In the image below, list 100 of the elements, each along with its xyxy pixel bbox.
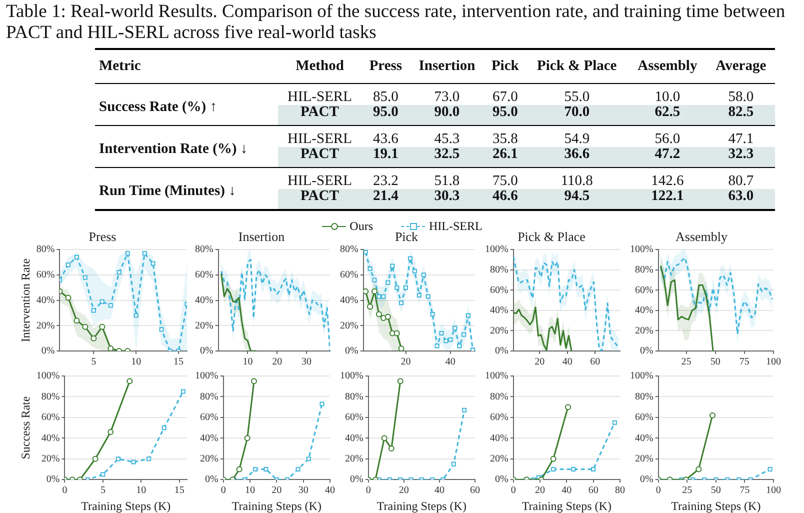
data-label: 70.0: [526, 104, 628, 126]
y-tick-label: 40%: [634, 305, 654, 316]
text: Run Time (Minutes) ↓: [95, 168, 278, 210]
x-tick-label: 0: [510, 485, 516, 496]
x-tick-label: 25: [681, 356, 692, 368]
y-tick-label: 0%: [494, 346, 508, 357]
y-tick-label: 20%: [490, 454, 508, 465]
y-tick-label: 80%: [36, 244, 55, 256]
x-tick-label: 30: [301, 356, 312, 368]
x-tick-label: 30: [298, 485, 308, 496]
x-tick-label: 5: [100, 485, 106, 496]
y-tick-label: 80%: [340, 244, 358, 256]
x-tick-label: 75: [740, 485, 750, 496]
y-tick-label: 100%: [194, 370, 218, 382]
data-label: 21.4: [362, 188, 410, 210]
y-tick-label: 20%: [200, 454, 218, 465]
x-tick-label: Insertion: [409, 49, 485, 84]
y-tick-label: 80%: [490, 391, 508, 402]
chart-title: Insertion: [238, 229, 286, 244]
y-tick-label: 0%: [640, 346, 654, 357]
y-tick-label: 40%: [194, 294, 214, 306]
y-tick-label: 0%: [640, 474, 654, 486]
x-tick-label: 10: [245, 485, 255, 496]
y-tick-label: 20%: [41, 454, 60, 465]
data-label: 55.0: [563, 88, 591, 105]
data-label: 26.1: [484, 146, 526, 168]
y-tick-label: 20%: [634, 325, 654, 336]
x-tick-label: 0: [220, 485, 226, 496]
x-tick-label: 0: [62, 485, 68, 496]
y-tick-label: HIL-SERL: [286, 88, 353, 105]
x-tick-label: 10: [136, 485, 146, 496]
data-label: 63.0: [706, 188, 775, 210]
y-axis-title: Intervention Rate: [18, 258, 32, 342]
data-label: 45.3: [433, 130, 461, 147]
x-tick-label: Pick & Place: [526, 49, 628, 84]
data-label: 95.0: [362, 104, 410, 126]
data-label: 122.1: [628, 188, 707, 210]
x-tick-label: 0: [366, 485, 371, 496]
y-tick-label: 20%: [634, 454, 654, 465]
data-label: 73.0: [433, 88, 461, 105]
y-tick-label: 40%: [344, 432, 364, 444]
data-label: 19.1: [362, 146, 410, 168]
chart-title: Table 1: Real-world Results. Comparison of the success rate, intervention rate, and training time between PACT and HIL-SERL across five real-world tasks: [6, 2, 786, 44]
x-tick-label: 25: [682, 485, 692, 496]
chart-title: Press: [88, 229, 116, 244]
x-tick-label: 80: [615, 485, 625, 496]
x-tick-label: 50: [710, 485, 721, 496]
chart-title: Pick: [394, 229, 419, 244]
y-tick-label: 80%: [634, 264, 654, 276]
y-tick-label: 60%: [41, 412, 60, 424]
chart-title: Pick & Place: [518, 229, 586, 244]
data-label: 58.0: [727, 88, 755, 105]
data-label: 95.0: [484, 104, 526, 126]
x-tick-label: 60: [470, 485, 480, 496]
legend-label: HIL-SERL: [429, 219, 482, 234]
data-label: 46.6: [484, 188, 526, 210]
y-tick-label: 20%: [194, 320, 214, 332]
x-axis-title: Training Steps (K): [81, 498, 171, 513]
chart-title: Assembly: [676, 229, 728, 244]
data-label: 54.9: [563, 130, 591, 147]
x-tick-label: 0: [656, 485, 661, 496]
x-tick-label: 20: [398, 485, 409, 496]
y-tick-label: 0%: [41, 346, 55, 357]
x-axis-title: Training Steps (K): [376, 498, 466, 513]
x-tick-label: 20: [400, 356, 411, 368]
y-tick-label: 40%: [200, 432, 218, 444]
data-label: 32.5: [409, 146, 485, 168]
y-tick-label: PACT: [278, 104, 362, 126]
y-tick-label: 100%: [36, 370, 60, 382]
data-label: 43.6: [372, 130, 400, 147]
y-tick-label: HIL-SERL: [286, 172, 353, 189]
x-tick-label: 40: [562, 485, 572, 496]
y-tick-label: 60%: [490, 412, 508, 424]
y-tick-label: 0%: [204, 474, 218, 486]
data-label: 56.0: [654, 130, 682, 147]
y-tick-label: 0%: [200, 346, 214, 357]
x-tick-label: 40: [562, 356, 572, 368]
x-tick-label: Pick: [484, 49, 526, 84]
legend-label: Ours: [350, 219, 373, 234]
x-tick-label: 20: [272, 356, 282, 368]
data-label: 32.3: [706, 146, 775, 168]
y-tick-label: 60%: [344, 412, 364, 424]
y-tick-label: 40%: [340, 294, 358, 306]
y-tick-label: PACT: [278, 188, 362, 210]
x-tick-label: Assembly: [628, 49, 707, 84]
y-tick-label: 60%: [490, 284, 508, 296]
y-axis-title: Success Rate: [18, 396, 32, 460]
y-tick-label: 80%: [41, 391, 60, 402]
x-axis-title: Training Steps (K): [232, 498, 322, 513]
y-tick-label: 0%: [350, 474, 364, 486]
y-tick-label: 60%: [634, 284, 654, 296]
x-tick-label: 40: [325, 485, 335, 496]
y-tick-label: 100%: [484, 244, 508, 256]
y-tick-label: 80%: [200, 391, 218, 402]
x-tick-label: 40: [434, 485, 444, 496]
y-tick-label: 0%: [46, 474, 60, 486]
y-tick-label: 40%: [490, 305, 508, 316]
x-tick-label: Average: [706, 49, 775, 84]
data-label: 80.7: [727, 172, 755, 189]
y-tick-label: HIL-SERL: [286, 130, 353, 147]
